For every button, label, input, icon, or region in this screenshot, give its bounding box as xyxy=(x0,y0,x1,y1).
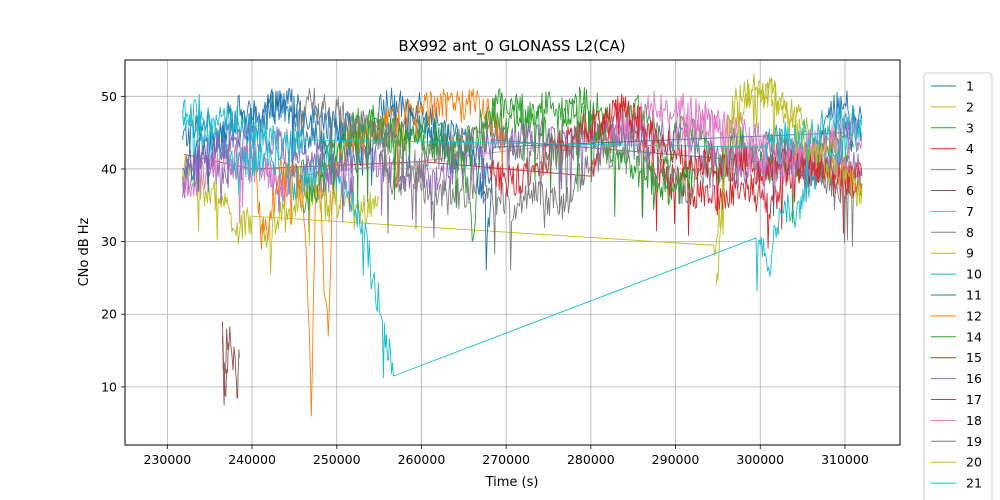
series-line-20 xyxy=(715,73,863,286)
x-tick-label: 260000 xyxy=(398,452,446,467)
y-tick-label: 10 xyxy=(101,379,117,394)
legend-label-3: 3 xyxy=(966,120,974,135)
series-line-6 xyxy=(221,326,240,406)
x-tick-label: 310000 xyxy=(821,452,869,467)
series-line-10 xyxy=(182,110,863,379)
y-tick-label: 20 xyxy=(101,307,117,322)
legend-label-6: 6 xyxy=(966,183,974,198)
legend-label-9: 9 xyxy=(966,246,974,261)
x-tick-label: 250000 xyxy=(313,452,361,467)
legend-label-20: 20 xyxy=(966,455,982,470)
legend-label-2: 2 xyxy=(966,99,974,114)
y-tick-label: 30 xyxy=(101,234,117,249)
legend-label-21: 21 xyxy=(966,476,982,491)
x-tick-label: 240000 xyxy=(228,452,276,467)
y-axis-ticks: 10 20 30 40 50 xyxy=(101,89,125,394)
x-tick-label: 300000 xyxy=(736,452,784,467)
series-line-12 xyxy=(255,88,507,417)
legend-label-1: 1 xyxy=(966,79,974,94)
x-axis-ticks: 230000 240000 250000 260000 270000 280000 2900… xyxy=(143,445,869,467)
x-tick-label: 230000 xyxy=(143,452,191,467)
legend-label-14: 14 xyxy=(966,329,982,344)
legend-frame xyxy=(923,72,993,500)
legend-label-7: 7 xyxy=(966,204,974,219)
series-line-9 xyxy=(260,177,380,274)
chart-title: BX992 ant_0 GLONASS L2(CA) xyxy=(398,37,625,56)
legend-label-11: 11 xyxy=(966,288,982,303)
legend-label-12: 12 xyxy=(966,308,982,323)
legend-label-16: 16 xyxy=(966,371,982,386)
x-tick-label: 290000 xyxy=(652,452,700,467)
y-tick-label: 50 xyxy=(101,89,117,104)
x-axis-label: Time (s) xyxy=(485,475,539,490)
series-line-14 xyxy=(302,91,693,219)
series-line-15 xyxy=(488,93,863,216)
legend-label-18: 18 xyxy=(966,413,982,428)
x-tick-label: 280000 xyxy=(567,452,615,467)
series-line-19 xyxy=(293,87,583,230)
series-line-17 xyxy=(221,321,229,397)
plot-area xyxy=(182,73,863,417)
legend-label-17: 17 xyxy=(966,392,982,407)
legend-label-15: 15 xyxy=(966,350,982,365)
series-lines xyxy=(182,73,863,417)
y-axis-label: CNo dB Hz xyxy=(77,217,92,286)
legend-label-10: 10 xyxy=(966,267,982,282)
series-line-21 xyxy=(182,93,863,189)
plot-frame xyxy=(124,59,901,446)
legend-label-19: 19 xyxy=(966,434,982,449)
y-tick-label: 40 xyxy=(101,161,117,176)
legend-label-8: 8 xyxy=(966,225,974,240)
legend-label-4: 4 xyxy=(966,141,974,156)
legend-label-5: 5 xyxy=(966,162,974,177)
x-tick-label: 270000 xyxy=(482,452,530,467)
